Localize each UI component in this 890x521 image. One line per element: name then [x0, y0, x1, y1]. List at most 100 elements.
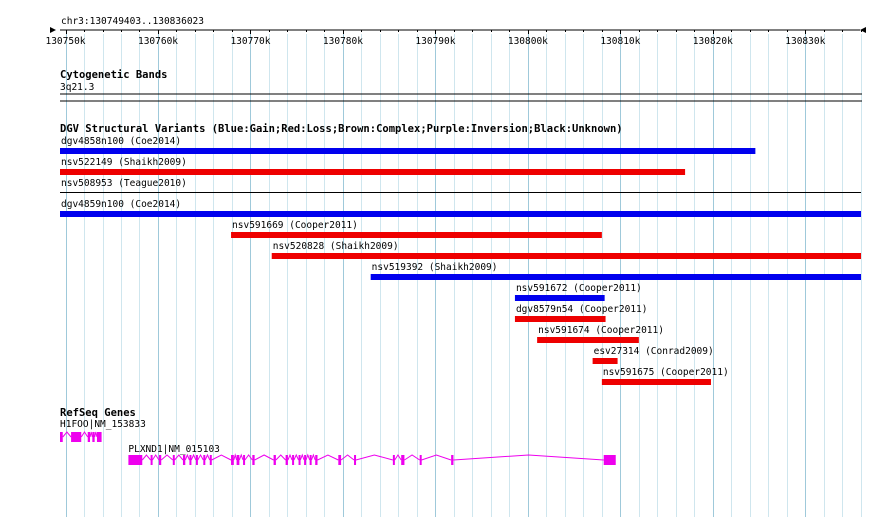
dgv-variant[interactable]: dgv4858n100 (Coe2014) [60, 136, 756, 154]
dgv-variant[interactable]: nsv591674 (Cooper2011) [537, 325, 664, 343]
gene-exon [309, 455, 312, 465]
variant-bar-loss[interactable] [60, 169, 686, 175]
variant-label: nsv508953 (Teague2010) [61, 178, 187, 189]
variant-label: nsv591674 (Cooper2011) [538, 325, 664, 336]
gene-intron [244, 454, 253, 461]
gene-intron [141, 454, 151, 461]
ruler-tick-label: 130750k [45, 36, 85, 47]
dgv-variant[interactable]: esv27314 (Conrad2009) [592, 346, 714, 364]
scroll-left-arrow[interactable] [50, 27, 56, 33]
dgv-variant[interactable]: nsv591669 (Cooper2011) [231, 220, 602, 238]
gene-intron [152, 454, 160, 461]
variant-bar-loss[interactable] [592, 358, 618, 364]
gene-exon [189, 455, 192, 465]
gene-intron [293, 453, 300, 461]
dgv-variant[interactable]: nsv591675 (Cooper2011) [601, 367, 729, 385]
dgv-variant[interactable]: nsv522149 (Shaikh2009) [60, 157, 686, 175]
variant-label: nsv519392 (Shaikh2009) [372, 262, 498, 273]
variant-label: dgv4859n100 (Coe2014) [61, 199, 181, 210]
cytogenetic-bands-track: Cytogenetic Bands 3q21.3 [60, 69, 862, 102]
gene-exon [451, 455, 454, 465]
region-label: chr3:130749403..130836023 [61, 16, 204, 27]
gene-exon [231, 455, 234, 465]
gene-exon [182, 455, 186, 465]
variant-label: dgv8579n54 (Cooper2011) [516, 304, 648, 315]
ruler-tick-label: 130800k [508, 36, 548, 47]
gene-intron [355, 454, 394, 461]
gene-exon [236, 455, 240, 465]
gene-exon [252, 455, 255, 465]
gene-intron [233, 453, 238, 461]
gene-intron [238, 453, 244, 461]
gene-exon [172, 455, 175, 465]
cytobands-track-title: Cytogenetic Bands [60, 69, 167, 81]
gene-exon [92, 432, 95, 442]
variant-bar-loss[interactable] [537, 337, 639, 343]
gene-exon [298, 455, 301, 465]
cytoband-label: 3q21.3 [60, 82, 94, 93]
variant-label: nsv522149 (Shaikh2009) [61, 157, 187, 168]
ruler-ticks: 130750k 130760k 130770k 130780k 130790k 13080… [45, 30, 862, 47]
gene-intron [311, 453, 316, 461]
variant-bar-loss[interactable] [271, 253, 862, 259]
gene-exon [243, 455, 246, 465]
gene-intron [394, 454, 402, 461]
gene-intron [184, 453, 190, 461]
gene-intron [89, 431, 93, 438]
position-ruler[interactable]: chr3:130749403..130836023 130750k 130760k… [45, 16, 866, 47]
dgv-structural-variants-track: DGV Structural Variants (Blue:Gain;Red:L… [60, 123, 862, 385]
variant-bar-unknown[interactable] [60, 192, 861, 193]
gene-intron [190, 453, 197, 461]
gene-intron [94, 431, 98, 438]
gene-exon [203, 455, 206, 465]
gene-exon [158, 455, 162, 465]
dgv-variant[interactable]: dgv4859n100 (Coe2014) [60, 199, 861, 217]
gene-exon [273, 455, 276, 465]
ruler-tick-label: 130810k [600, 36, 640, 47]
dgv-variant[interactable]: nsv520828 (Shaikh2009) [271, 241, 862, 259]
variant-bar-loss[interactable] [231, 232, 602, 238]
dgv-variant[interactable]: dgv8579n54 (Cooper2011) [514, 304, 648, 322]
dgv-variant[interactable]: nsv508953 (Teague2010) [60, 178, 861, 193]
gene-intron [340, 454, 355, 461]
gene-exon [285, 455, 288, 465]
variant-bar-gain[interactable] [60, 211, 861, 217]
gene-exon [338, 455, 342, 465]
gene-exon [71, 432, 82, 442]
variant-bar-gain[interactable] [60, 148, 756, 154]
variant-label: nsv591669 (Cooper2011) [232, 220, 358, 231]
gene-exon [96, 432, 102, 442]
gene-intron [254, 454, 274, 461]
dgv-variant[interactable]: nsv591672 (Cooper2011) [514, 283, 642, 301]
dgv-track-title: DGV Structural Variants (Blue:Gain;Red:L… [60, 123, 623, 135]
variant-bar-gain[interactable] [514, 295, 605, 301]
gene-intron [275, 454, 286, 461]
gene-exon [401, 455, 405, 465]
dgv-variant-list: dgv4858n100 (Coe2014) nsv522149 (Shaikh20… [60, 136, 862, 385]
gene-intron [317, 454, 339, 461]
gene-intron [160, 454, 174, 461]
variant-label: nsv591675 (Cooper2011) [603, 367, 729, 378]
dgv-variant[interactable]: nsv519392 (Shaikh2009) [370, 262, 861, 280]
refseq-gene[interactable]: PLXND1|NM_015103 [128, 444, 616, 465]
variant-bar-loss[interactable] [601, 379, 711, 385]
gene-intron [453, 454, 604, 461]
gene-intron [421, 454, 452, 461]
variant-label: esv27314 (Conrad2009) [594, 346, 714, 357]
ruler-tick-label: 130790k [415, 36, 455, 47]
gene-exon [195, 455, 198, 465]
ruler-tick-label: 130830k [785, 36, 825, 47]
gene-exon [419, 455, 422, 465]
refseq-gene-list: H1FOO|NM_153833 PLXND1|NM_015103 [60, 419, 616, 465]
variant-bar-loss[interactable] [514, 316, 606, 322]
gene-exon [292, 455, 295, 465]
gene-intron [197, 453, 204, 461]
variant-bar-gain[interactable] [370, 274, 861, 280]
gene-exon [209, 455, 212, 465]
scroll-right-arrow[interactable] [860, 27, 866, 33]
gene-intron [211, 454, 232, 461]
variant-label: nsv520828 (Shaikh2009) [273, 241, 399, 252]
gene-exon [304, 455, 307, 465]
refseq-gene[interactable]: H1FOO|NM_153833 [60, 419, 146, 442]
